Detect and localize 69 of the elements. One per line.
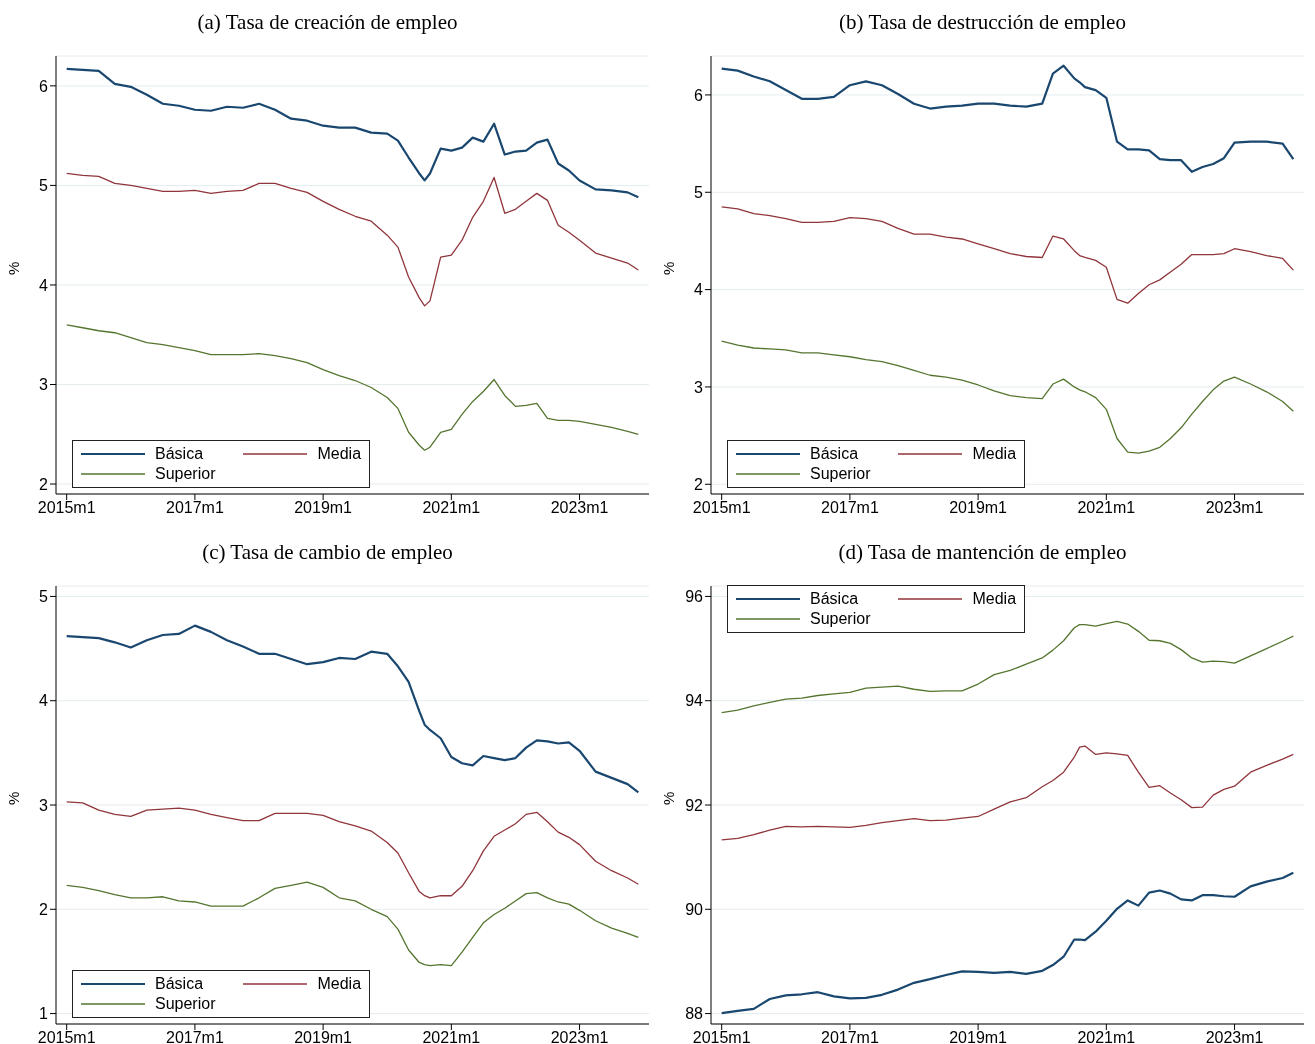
legend-label: Media — [972, 590, 1017, 608]
y-tick-label: 3 — [39, 376, 49, 394]
line-series — [66, 172, 639, 307]
chart-title: (b) Tasa de destrucción de empleo — [838, 9, 1127, 36]
x-tick-label: 2023m1 — [550, 499, 609, 517]
x-tick-label: 2019m1 — [949, 499, 1008, 517]
legend-label: Media — [317, 445, 362, 463]
legend-label: Básica — [155, 975, 204, 993]
line-series — [65, 67, 640, 199]
line-series — [720, 871, 1295, 1015]
x-tick-label: 2023m1 — [1205, 499, 1264, 517]
line-series — [66, 881, 639, 967]
y-tick-label: 2 — [39, 475, 49, 493]
x-tick-label: 2023m1 — [1205, 1029, 1264, 1044]
y-tick-label: 94 — [685, 692, 704, 710]
line-series — [65, 624, 640, 794]
line-series — [66, 801, 639, 899]
chart-title: (c) Tasa de cambio de empleo — [201, 539, 454, 566]
legend-label: Básica — [810, 445, 859, 463]
x-tick-label: 2015m1 — [37, 499, 96, 517]
y-axis-title: % — [660, 261, 678, 275]
y-tick-label: 5 — [39, 588, 49, 606]
x-tick-label: 2017m1 — [820, 499, 879, 517]
y-tick-label: 4 — [39, 276, 49, 294]
line-series — [720, 64, 1295, 173]
x-tick-label: 2023m1 — [550, 1029, 609, 1044]
y-tick-label: 92 — [685, 796, 704, 814]
legend-label: Básica — [155, 445, 204, 463]
x-tick-label: 2015m1 — [692, 1029, 751, 1044]
x-tick-label: 2019m1 — [949, 1029, 1008, 1044]
legend-label: Media — [972, 445, 1017, 463]
x-tick-label: 2017m1 — [165, 1029, 224, 1044]
legend-label: Superior — [810, 465, 871, 483]
x-tick-label: 2017m1 — [820, 1029, 879, 1044]
y-axis-title: % — [660, 791, 678, 805]
y-tick-label: 4 — [694, 281, 704, 299]
chart-title: (d) Tasa de mantención de empleo — [837, 539, 1128, 566]
x-tick-label: 2015m1 — [692, 499, 751, 517]
y-tick-label: 5 — [694, 183, 704, 201]
y-tick-label: 6 — [694, 86, 704, 104]
legend-label: Superior — [155, 465, 216, 483]
legend-label: Básica — [810, 590, 859, 608]
y-axis-title: % — [5, 791, 23, 805]
y-tick-label: 2 — [694, 475, 704, 493]
x-tick-label: 2021m1 — [422, 1029, 481, 1044]
x-tick-label: 2015m1 — [37, 1029, 96, 1044]
y-tick-label: 3 — [694, 378, 704, 396]
x-tick-label: 2019m1 — [294, 499, 353, 517]
chart-title: (a) Tasa de creación de empleo — [196, 9, 459, 36]
y-tick-label: 4 — [39, 692, 49, 710]
y-tick-label: 5 — [39, 177, 49, 195]
line-series — [721, 206, 1294, 304]
legend-label: Superior — [155, 995, 216, 1013]
x-tick-label: 2019m1 — [294, 1029, 353, 1044]
y-tick-label: 1 — [39, 1005, 49, 1023]
y-tick-label: 96 — [685, 588, 704, 606]
y-axis-title: % — [5, 261, 23, 275]
legend-label: Superior — [810, 610, 871, 628]
y-tick-label: 6 — [39, 77, 49, 95]
y-tick-label: 90 — [685, 900, 704, 918]
x-tick-label: 2017m1 — [165, 499, 224, 517]
line-series — [721, 745, 1294, 841]
legend-label: Media — [317, 975, 362, 993]
y-tick-label: 2 — [39, 900, 49, 918]
x-tick-label: 2021m1 — [1077, 499, 1136, 517]
x-tick-label: 2021m1 — [422, 499, 481, 517]
x-tick-label: 2021m1 — [1077, 1029, 1136, 1044]
y-tick-label: 88 — [685, 1005, 704, 1023]
y-tick-label: 3 — [39, 796, 49, 814]
